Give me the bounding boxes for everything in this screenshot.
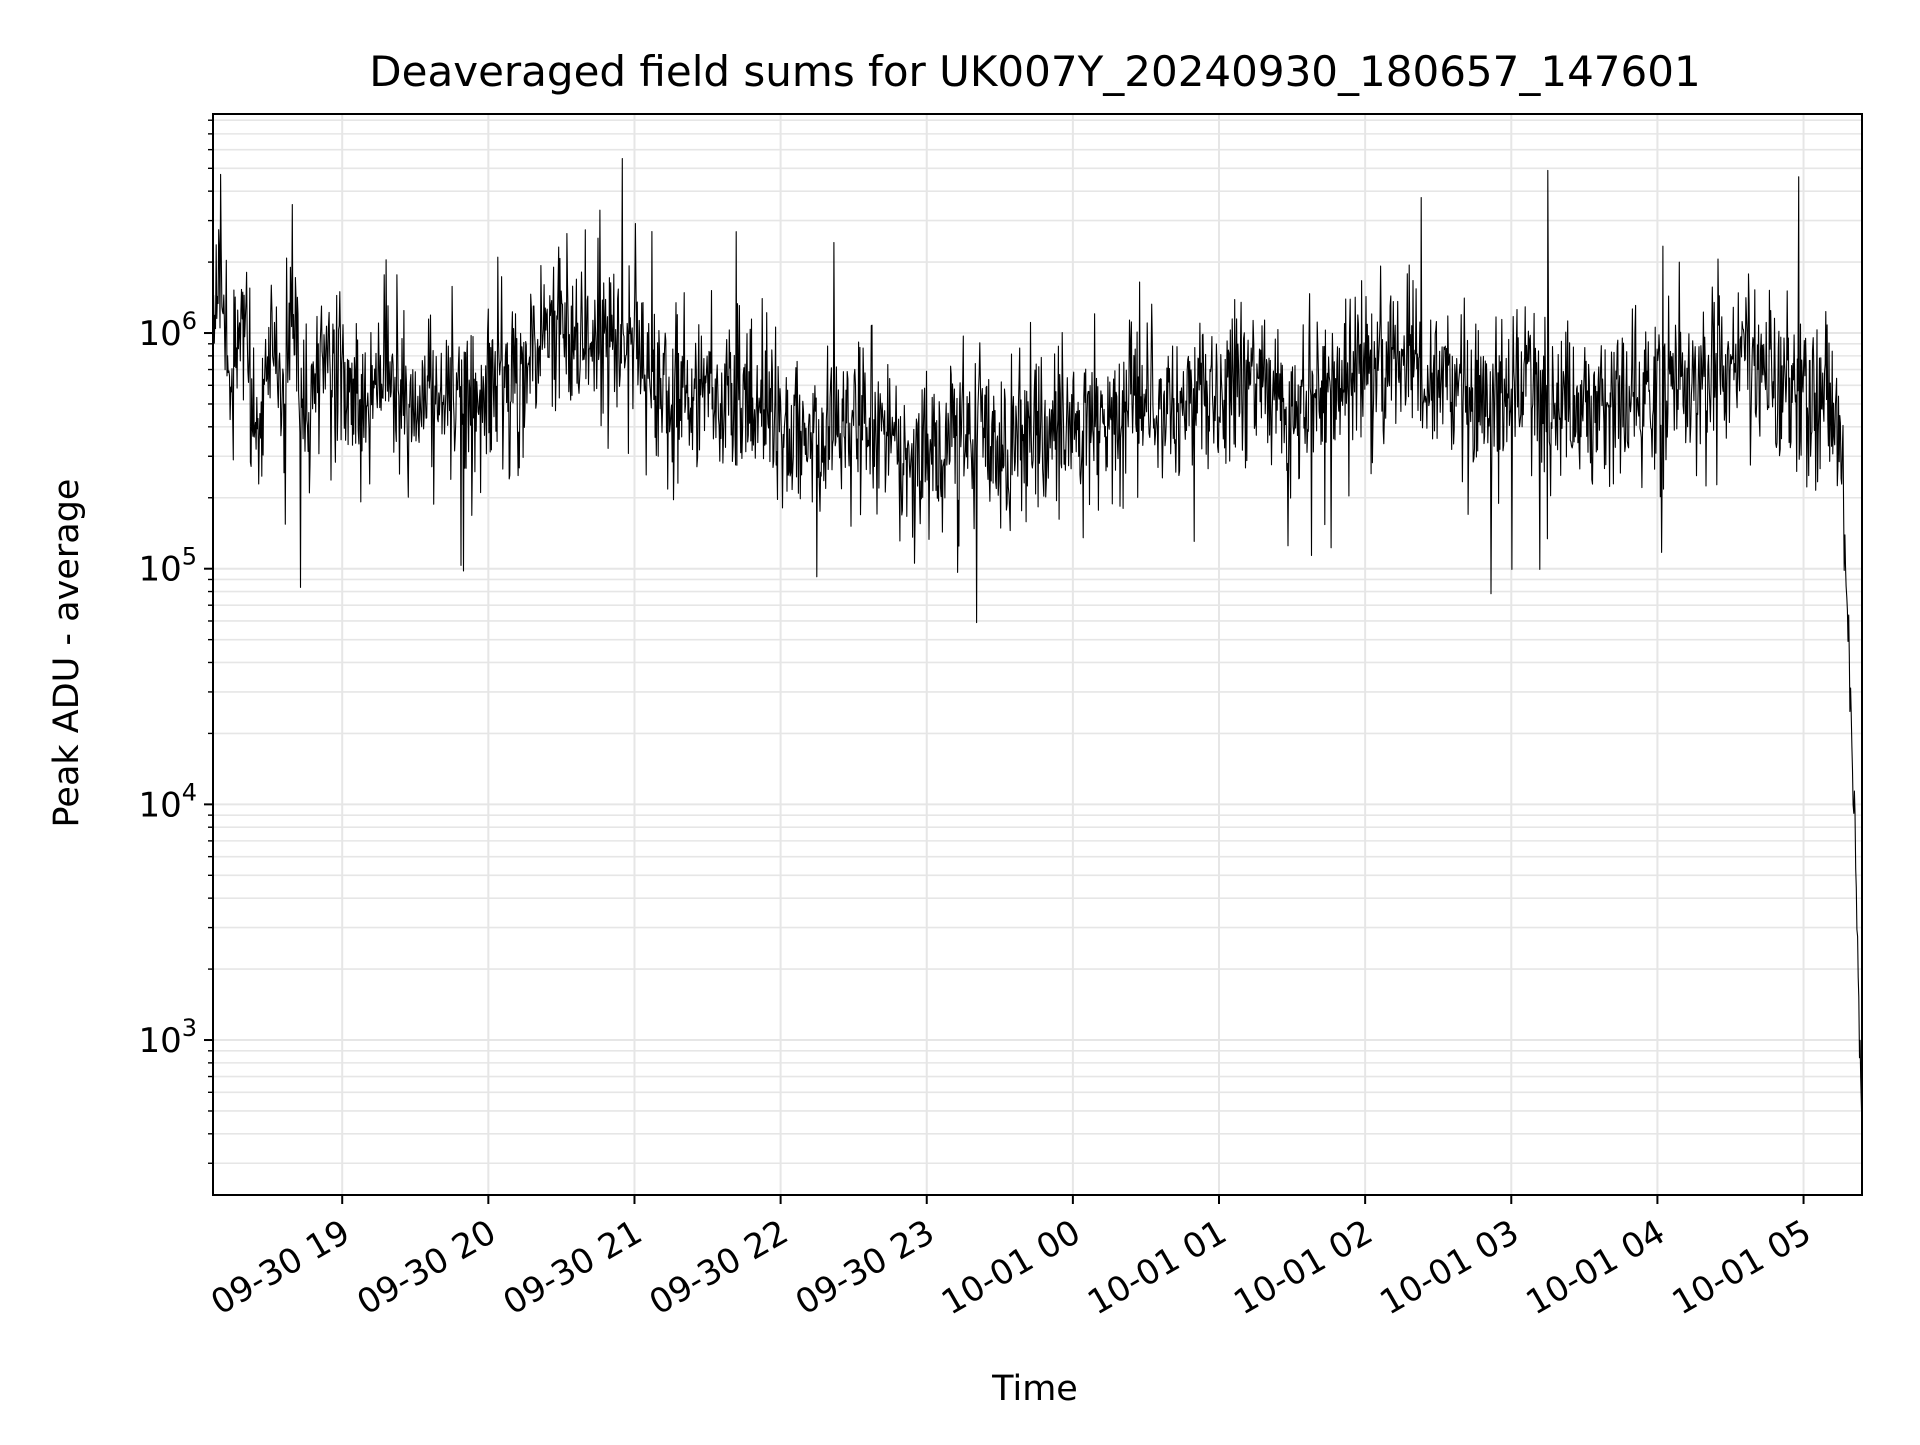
grid-lines — [213, 114, 1862, 1195]
y-tick-label: 104 — [138, 778, 197, 825]
series-line — [212, 158, 1863, 1132]
chart-title: Deaveraged field sums for UK007Y_2024093… — [369, 47, 1700, 96]
x-axis-title: Time — [991, 1369, 1078, 1409]
y-tick-label: 103 — [138, 1014, 197, 1061]
y-tick-label: 106 — [138, 307, 197, 354]
y-axis-title: Peak ADU - average — [47, 479, 87, 828]
plot-frame — [212, 113, 1863, 1196]
y-tick-label: 105 — [138, 543, 197, 590]
data-series — [212, 158, 1863, 1132]
